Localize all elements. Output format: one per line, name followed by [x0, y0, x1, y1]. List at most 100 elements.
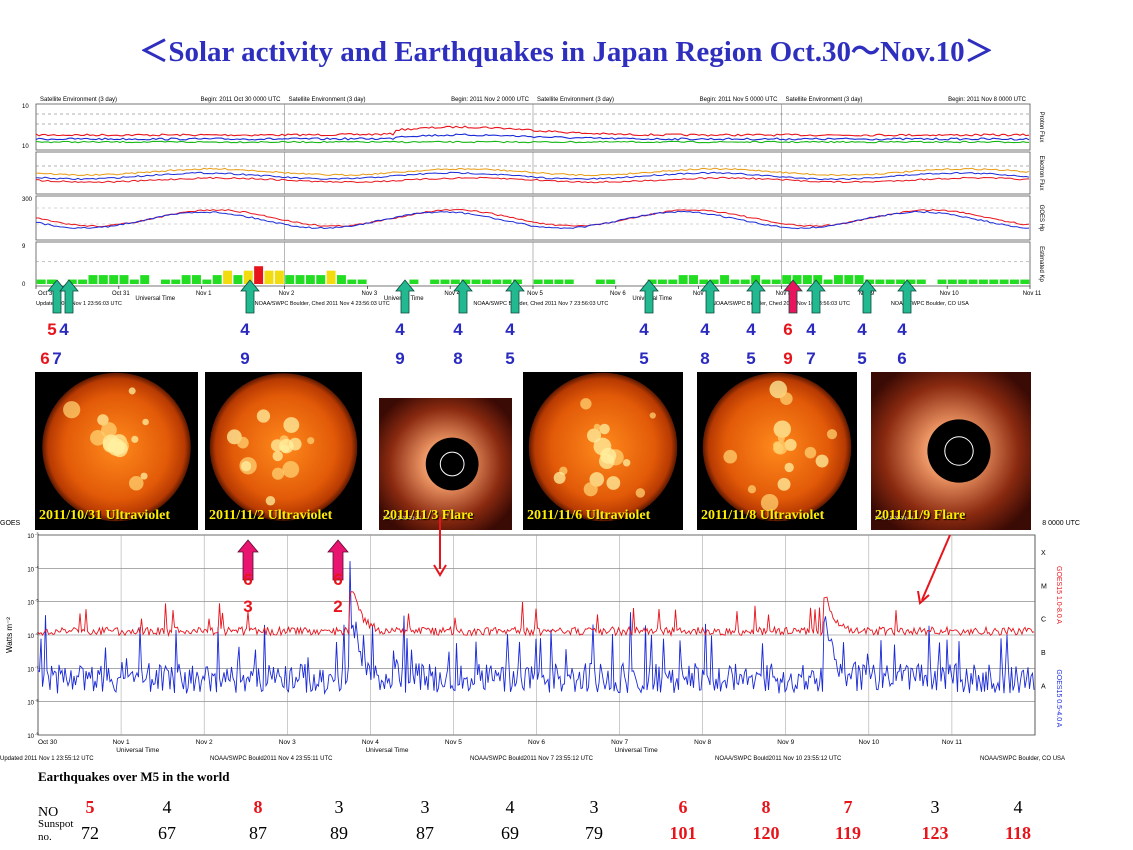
active-region	[271, 467, 285, 480]
magnitude-top: 4	[857, 320, 867, 339]
magnitude-top: 4	[505, 320, 515, 339]
panel-header-right: Begin: 2011 Nov 2 0000 UTC	[451, 97, 530, 103]
table-heading: Earthquakes over M5 in the world	[38, 769, 230, 784]
teal-up-arrow	[59, 279, 79, 314]
kp-bar	[336, 275, 346, 284]
kp-bar	[885, 279, 895, 284]
kp-bar	[36, 279, 46, 284]
kp-bar	[430, 279, 440, 284]
footer-note: NOAA/SWPC Bould2011 Nov 10 23:55:12 UTC	[715, 756, 842, 762]
eq-count-cell: 5	[85, 797, 95, 817]
image-caption: 2011/11/9 Flare	[875, 508, 966, 523]
kp-bar	[771, 279, 781, 284]
active-region	[283, 417, 300, 433]
kp-bar	[1009, 279, 1019, 284]
active-region	[553, 471, 566, 484]
flare-pointer-head	[433, 564, 447, 577]
kp-bar	[160, 279, 170, 284]
magnitude-top: 4	[395, 320, 405, 339]
kp-bar	[47, 279, 57, 284]
image-caption: 2011/11/6 Ultraviolet	[527, 508, 651, 523]
y-tick-exp: -7	[35, 664, 39, 669]
no-row-label: NO	[38, 805, 59, 820]
active-region	[140, 472, 148, 480]
sunspot-row-label-no: no.	[38, 831, 52, 843]
active-region	[580, 398, 592, 410]
sunspot-cell: 119	[834, 823, 861, 843]
kp-bar	[481, 279, 491, 284]
ultraviolet-sun-image: 2011/11/8 Ultraviolet	[697, 372, 857, 530]
y-tick-label: 10	[27, 601, 34, 607]
active-region	[784, 462, 794, 473]
sun-disk	[528, 372, 678, 522]
eq-count-cell: 3	[334, 797, 344, 817]
x-axis-label: Universal Time	[135, 296, 175, 302]
active-region	[142, 418, 149, 426]
kp-bar	[865, 279, 874, 284]
active-region	[635, 488, 646, 498]
eq-count-cell: 3	[420, 797, 430, 817]
flare-class-label: B	[1041, 650, 1046, 657]
x-tick-label: Nov 2	[196, 739, 213, 746]
kp-bar	[1020, 279, 1030, 284]
magnitude-bottom: 5	[746, 349, 756, 368]
active-region	[723, 449, 738, 464]
kp-bar	[657, 279, 667, 284]
kp-bar	[461, 279, 471, 284]
kp-bar	[544, 279, 554, 284]
y-tick-label: 10	[27, 667, 34, 673]
active-region	[599, 453, 615, 470]
active-region	[784, 438, 797, 451]
x-tick-label: Nov 5	[445, 739, 462, 746]
sun-outline	[439, 451, 465, 477]
eq-count-cell: 4	[505, 797, 515, 817]
teal-up-arrow	[806, 279, 826, 314]
x-tick-label: Nov 4	[444, 291, 460, 297]
kp-bar	[512, 279, 522, 284]
kp-bar	[440, 279, 450, 284]
teal-up-arrow	[453, 279, 473, 314]
magnitude-bottom: 5	[857, 349, 867, 368]
footer-note: NOAA/SWPC Bould2011 Nov 4 23:55:11 UTC	[210, 756, 333, 762]
kp-bar	[119, 275, 129, 284]
y-axis-label: Watts m⁻²	[5, 617, 14, 653]
y-tick: 0	[22, 282, 26, 288]
kp-bar	[140, 275, 150, 284]
kp-bar	[233, 275, 243, 284]
sunspot-cell: 118	[1004, 823, 1031, 843]
eq-count-cell: 8	[761, 797, 771, 817]
kp-bar	[357, 279, 367, 284]
x-tick-label: Oct 30	[38, 739, 58, 746]
image-caption: 2011/10/31 Ultraviolet	[39, 508, 171, 523]
red-up-arrow	[327, 539, 349, 581]
sunspot-cell: 67	[158, 823, 176, 843]
active-region	[777, 434, 785, 442]
kp-bar	[875, 279, 885, 284]
panel-header-left: Satellite Environment (3 day)	[289, 97, 366, 103]
flare-magnitude-bottom: 2	[333, 597, 343, 616]
image-timestamp: 2011/11/03 23:36	[383, 516, 422, 522]
sunspot-cell: 69	[501, 823, 519, 843]
teal-up-arrow	[639, 279, 659, 314]
y-tick-label: 10	[27, 701, 34, 707]
series-line	[35, 133, 1030, 141]
series-line	[35, 140, 1030, 144]
kp-bar	[554, 279, 564, 284]
xray-series-short	[37, 561, 1035, 696]
sunspot-cell: 79	[585, 823, 603, 843]
active-region	[804, 446, 817, 459]
y-tick: 300	[22, 197, 33, 203]
panel-right-label: Proton Flux	[1038, 112, 1044, 143]
panel-header-left: Satellite Environment (3 day)	[40, 97, 117, 103]
flare-class-label: C	[1041, 617, 1046, 624]
magnitude-bottom: 8	[700, 349, 710, 368]
active-region	[256, 409, 271, 423]
kp-bar	[833, 275, 843, 284]
active-region	[583, 482, 598, 497]
kp-bar	[947, 279, 957, 284]
magnitude-bottom: 8	[453, 349, 463, 368]
panel-header-left: Satellite Environment (3 day)	[786, 97, 863, 103]
teal-up-arrow	[700, 279, 720, 314]
sunspot-cell: 87	[249, 823, 267, 843]
footer-note: NOAA/SWPC Boulder, Ched 2011 Nov 10 23:5…	[712, 301, 850, 307]
